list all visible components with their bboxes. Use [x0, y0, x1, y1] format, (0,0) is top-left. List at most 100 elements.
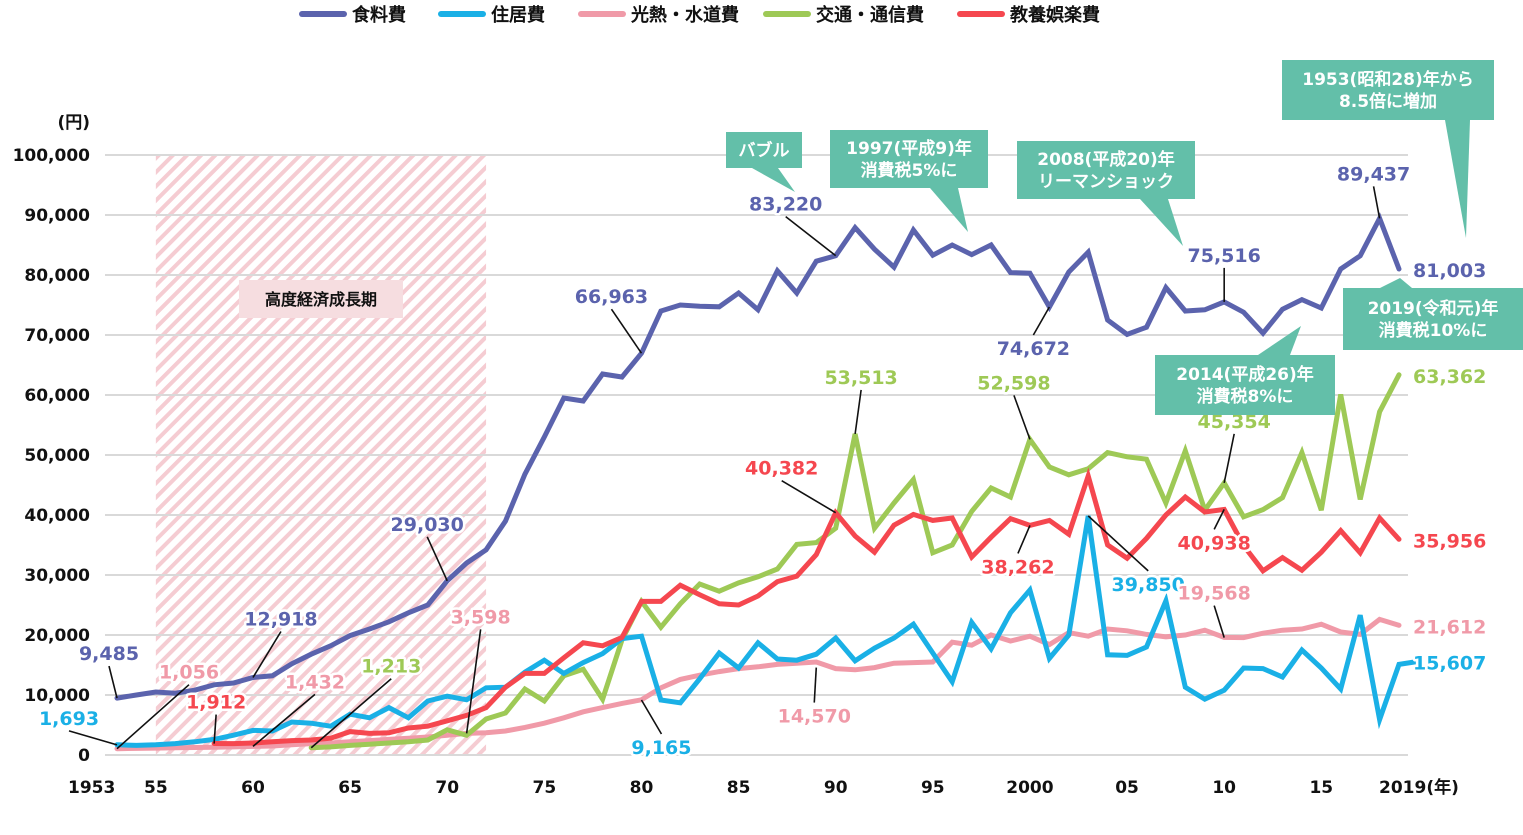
data-label: 52,598: [977, 372, 1050, 394]
callout-text: 2014(平成26)年: [1176, 364, 1314, 385]
x-tick-label: 75: [532, 778, 556, 798]
leader-line: [252, 693, 316, 748]
legend-item: 住居費: [438, 4, 545, 26]
data-label: 63,362: [1413, 366, 1486, 388]
callout-tail: [752, 168, 795, 192]
leader-line: [854, 389, 862, 435]
callout-box: [1155, 355, 1335, 415]
data-label: 1,693: [39, 708, 99, 730]
data-label: 15,607: [1413, 652, 1486, 674]
callout-text: 2008(平成20)年: [1037, 149, 1175, 170]
data-label: 39,850: [1112, 574, 1185, 596]
period-label: 高度経済成長期: [265, 290, 377, 309]
y-tick-label: 10,000: [24, 686, 90, 706]
x-tick-label: 2000: [1006, 778, 1053, 798]
data-label: 29,030: [391, 514, 464, 536]
leader-line: [610, 308, 643, 354]
data-label: 53,513: [824, 367, 897, 389]
x-tick-label: 55: [144, 778, 168, 798]
legend-label: 住居費: [491, 4, 545, 26]
leader-line: [1213, 509, 1225, 530]
leader-line: [1017, 525, 1031, 554]
x-tick-label: 05: [1115, 778, 1139, 798]
leader-line: [68, 730, 118, 746]
series-line: [211, 467, 1402, 747]
leader-line: [108, 665, 118, 699]
y-tick-label: 70,000: [24, 326, 90, 346]
series-line: [114, 212, 1402, 701]
callout-box: [830, 130, 988, 188]
leader-line: [465, 629, 482, 734]
x-tick-label: 65: [338, 778, 362, 798]
data-label: 89,437: [1337, 163, 1410, 185]
x-tick-label: 85: [727, 778, 751, 798]
callout-text: リーマンショック: [1038, 172, 1174, 192]
callout-box: [726, 132, 802, 168]
callout: バブル: [726, 132, 802, 192]
x-tick-label: 1953: [68, 778, 115, 798]
leader-line: [310, 678, 392, 749]
data-label: 1,432: [285, 671, 345, 693]
data-label: 40,938: [1178, 532, 1251, 554]
leader-line: [785, 216, 837, 257]
callout-tail: [930, 188, 968, 232]
data-label: 35,956: [1413, 530, 1486, 552]
data-labels: 9,485 12,918 29,030 66,963 83,220 74,672 75,51…: [36, 161, 1488, 762]
y-tick-label: 20,000: [24, 626, 90, 646]
legend-label: 交通・通信費: [816, 4, 924, 26]
y-tick-label: 30,000: [24, 566, 90, 586]
callout-tail: [1140, 199, 1183, 246]
callout-box: [1017, 141, 1195, 199]
y-tick-label: 0: [78, 746, 90, 766]
callout-tail: [1445, 120, 1470, 238]
data-label: 83,220: [749, 194, 822, 216]
legend-item: 光熱・水道費: [578, 4, 739, 26]
x-axis: 1953 55 60 65 70 75 80 85 90 95 2000 05 10 15 2019(年): [68, 777, 1459, 798]
leader-line: [252, 631, 282, 678]
data-label: 75,516: [1188, 245, 1261, 267]
callout-tail: [1258, 326, 1301, 355]
y-axis-unit: (円): [57, 113, 90, 133]
leader-line: [781, 480, 837, 514]
legend-item: 食料費: [299, 4, 406, 26]
x-tick-label: 95: [921, 778, 945, 798]
label-leader-lines: [68, 186, 1381, 750]
y-tick-label: 100,000: [13, 146, 91, 166]
leader-line: [213, 714, 217, 744]
data-label: 14,570: [778, 706, 851, 728]
legend-label: 教養娯楽費: [1010, 4, 1100, 26]
legend-label: 食料費: [351, 4, 406, 26]
data-label: 12,918: [244, 608, 317, 630]
legend-label: 光熱・水道費: [630, 4, 739, 26]
data-label: 9,485: [79, 643, 139, 665]
legend: 食料費 住居費 光熱・水道費 交通・通信費 教養娯楽費: [299, 4, 1100, 26]
leader-line: [1213, 605, 1225, 638]
callout-box: [1343, 288, 1523, 350]
y-tick-label: 60,000: [24, 386, 90, 406]
callout-text: 消費税5%に: [861, 160, 958, 181]
data-label: 66,963: [575, 286, 648, 308]
series-line: [114, 515, 1421, 748]
callout-text: 1953(昭和28)年から: [1302, 69, 1474, 90]
data-label: 9,165: [631, 737, 691, 759]
series-line: [114, 616, 1402, 752]
x-tick-label: 90: [824, 778, 848, 798]
legend-item: 教養娯楽費: [957, 4, 1100, 26]
callout-text: 2019(令和元)年: [1368, 298, 1499, 319]
x-tick-label: 80: [630, 778, 654, 798]
data-label: 81,003: [1413, 260, 1486, 282]
data-label: 38,262: [981, 556, 1054, 578]
period-label-bg: [238, 280, 403, 318]
x-tick-label: 60: [241, 778, 265, 798]
y-tick-label: 40,000: [24, 506, 90, 526]
data-label: 3,598: [451, 606, 511, 628]
data-label: 1,912: [186, 692, 246, 714]
leader-line: [1013, 395, 1031, 440]
data-label: 1,213: [361, 656, 421, 678]
